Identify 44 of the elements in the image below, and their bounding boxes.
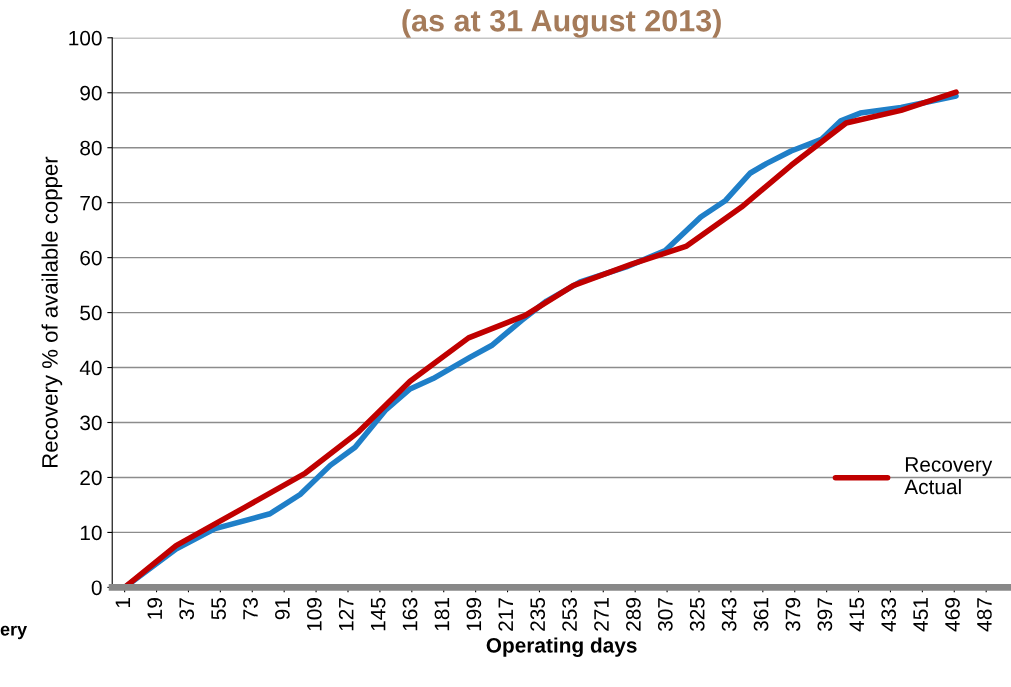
x-tick-label: 19 <box>147 598 163 619</box>
x-tick-label: 397 <box>817 598 833 632</box>
x-tick-label: 379 <box>785 598 801 632</box>
x-tick-label: 91 <box>275 598 290 620</box>
y-axis-title: Recovery % of available copper <box>41 156 63 468</box>
y-tick-label: 80 <box>80 140 102 156</box>
x-tick-label: 289 <box>626 598 641 631</box>
legend-label: Recovery Actual <box>904 457 993 495</box>
y-tick-label: 100 <box>69 30 102 46</box>
x-tick-label: 199 <box>466 598 482 631</box>
x-tick-label: 253 <box>562 598 577 631</box>
x-tick-label: 325 <box>689 597 705 632</box>
x-tick-label: 37 <box>179 598 195 620</box>
x-tick-label: 145 <box>370 597 386 631</box>
y-tick-label: 40 <box>79 360 102 376</box>
chart-title: (as at 31 August 2013) <box>402 9 721 38</box>
x-tick-label: 73 <box>243 598 258 620</box>
x-tick-label: 55 <box>211 597 226 620</box>
x-tick-label: 415 <box>849 597 865 632</box>
y-tick-label: 0 <box>91 580 102 596</box>
x-tick-label: 163 <box>402 598 418 631</box>
x-tick-label: 1 <box>115 598 131 608</box>
x-tick-label: 127 <box>338 598 354 631</box>
x-tick-label: 109 <box>306 598 322 631</box>
x-tick-label: 235 <box>530 597 546 631</box>
y-tick-label: 10 <box>80 525 102 541</box>
x-tick-label: 469 <box>945 598 960 632</box>
x-axis-title: Operating days <box>486 637 637 657</box>
x-tick-label: 181 <box>434 598 450 631</box>
x-tick-label: 217 <box>498 598 513 631</box>
x-tick-label: 343 <box>721 598 737 632</box>
y-tick-label: 90 <box>80 85 102 101</box>
y-tick-label: 70 <box>80 195 102 211</box>
x-tick-label: 487 <box>977 598 992 632</box>
x-tick-label: 451 <box>913 598 928 632</box>
y-tick-label: 50 <box>80 305 102 321</box>
text: ery <box>0 625 28 640</box>
y-tick-label: 20 <box>80 470 102 486</box>
x-tick-label: 271 <box>594 598 609 631</box>
y-tick-label: 30 <box>80 415 102 431</box>
x-tick-label: 433 <box>881 598 897 632</box>
x-tick-label: 361 <box>753 598 769 632</box>
x-tick-label: 307 <box>657 598 673 632</box>
y-tick-label: 60 <box>80 250 102 266</box>
